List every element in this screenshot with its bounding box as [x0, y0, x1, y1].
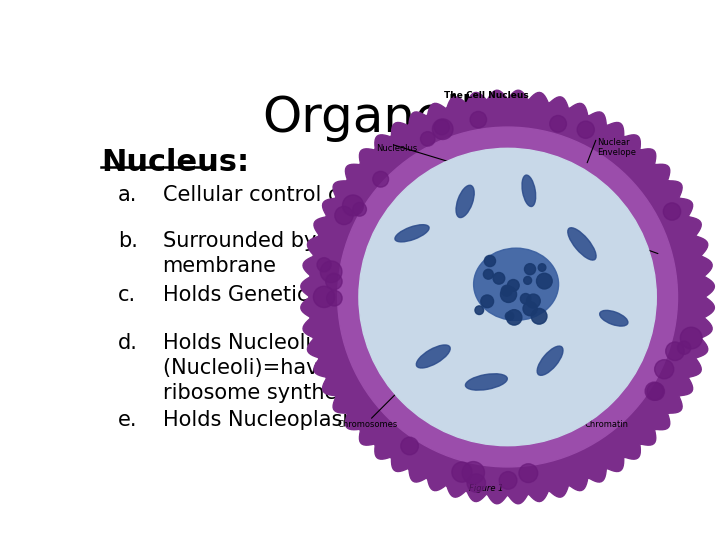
Text: Holds Nucleolus
(Nucleoli)=have a role in
ribosome synthesis: Holds Nucleolus (Nucleoli)=have a role i… — [163, 333, 422, 403]
Circle shape — [521, 294, 531, 304]
Circle shape — [663, 203, 680, 220]
Text: Chromatin: Chromatin — [584, 420, 628, 429]
Circle shape — [536, 273, 552, 289]
Text: Organelles: Organelles — [263, 94, 531, 142]
Text: Holds Nucleoplasm: Holds Nucleoplasm — [163, 410, 362, 430]
Circle shape — [433, 119, 453, 139]
Circle shape — [353, 202, 366, 216]
Circle shape — [666, 342, 684, 361]
Circle shape — [475, 306, 484, 314]
Circle shape — [526, 294, 540, 308]
Text: The Cell Nucleus: The Cell Nucleus — [444, 91, 528, 100]
Ellipse shape — [456, 185, 474, 218]
Text: Figure 1: Figure 1 — [469, 484, 503, 493]
Ellipse shape — [474, 248, 559, 320]
Circle shape — [500, 286, 516, 302]
Circle shape — [335, 206, 353, 225]
Circle shape — [401, 437, 418, 455]
Circle shape — [505, 312, 513, 320]
Circle shape — [359, 148, 657, 445]
Circle shape — [485, 255, 495, 267]
Text: Holds Genetic Material: Holds Genetic Material — [163, 285, 400, 305]
Ellipse shape — [537, 346, 563, 375]
Ellipse shape — [600, 310, 628, 326]
Circle shape — [493, 273, 505, 284]
Ellipse shape — [416, 345, 450, 368]
Circle shape — [501, 285, 512, 296]
Circle shape — [317, 106, 698, 488]
Circle shape — [645, 382, 663, 400]
Circle shape — [678, 341, 690, 354]
Text: b.: b. — [118, 231, 138, 251]
Ellipse shape — [395, 225, 429, 242]
Circle shape — [531, 308, 547, 324]
Circle shape — [654, 360, 674, 379]
Circle shape — [523, 276, 531, 285]
Ellipse shape — [568, 228, 596, 260]
Text: Cellular control center: Cellular control center — [163, 185, 395, 205]
Circle shape — [373, 171, 389, 187]
Text: d.: d. — [118, 333, 138, 353]
Circle shape — [320, 261, 342, 282]
Circle shape — [325, 273, 342, 289]
Circle shape — [327, 291, 342, 306]
Text: Nucleus:: Nucleus: — [101, 148, 249, 177]
Circle shape — [483, 269, 493, 279]
Circle shape — [539, 264, 546, 272]
Circle shape — [462, 462, 485, 484]
Circle shape — [467, 474, 485, 492]
Circle shape — [420, 132, 435, 146]
Text: Surrounded by a nuclear
membrane: Surrounded by a nuclear membrane — [163, 231, 420, 276]
Circle shape — [499, 471, 517, 489]
Circle shape — [519, 464, 538, 483]
Text: e.: e. — [118, 410, 138, 430]
Circle shape — [647, 383, 665, 400]
Circle shape — [508, 280, 519, 291]
Circle shape — [524, 264, 536, 275]
Circle shape — [506, 309, 522, 325]
Polygon shape — [301, 90, 714, 504]
Text: c.: c. — [118, 285, 136, 305]
Circle shape — [317, 258, 331, 272]
Circle shape — [343, 195, 364, 216]
Text: Nucleolus: Nucleolus — [376, 144, 417, 153]
Circle shape — [481, 295, 494, 308]
Ellipse shape — [522, 175, 536, 206]
Circle shape — [680, 327, 702, 349]
Circle shape — [338, 127, 678, 467]
Circle shape — [452, 462, 472, 482]
Circle shape — [577, 121, 594, 138]
Text: Nuclear
Envelope: Nuclear Envelope — [597, 138, 636, 157]
Text: Nuclear
Pores: Nuclear Pores — [601, 233, 634, 253]
Circle shape — [523, 302, 537, 316]
Circle shape — [470, 111, 487, 128]
Circle shape — [550, 116, 567, 132]
Circle shape — [313, 286, 335, 307]
Text: Chromosomes: Chromosomes — [338, 420, 398, 429]
Text: a.: a. — [118, 185, 138, 205]
Circle shape — [434, 119, 449, 135]
Ellipse shape — [465, 374, 508, 390]
